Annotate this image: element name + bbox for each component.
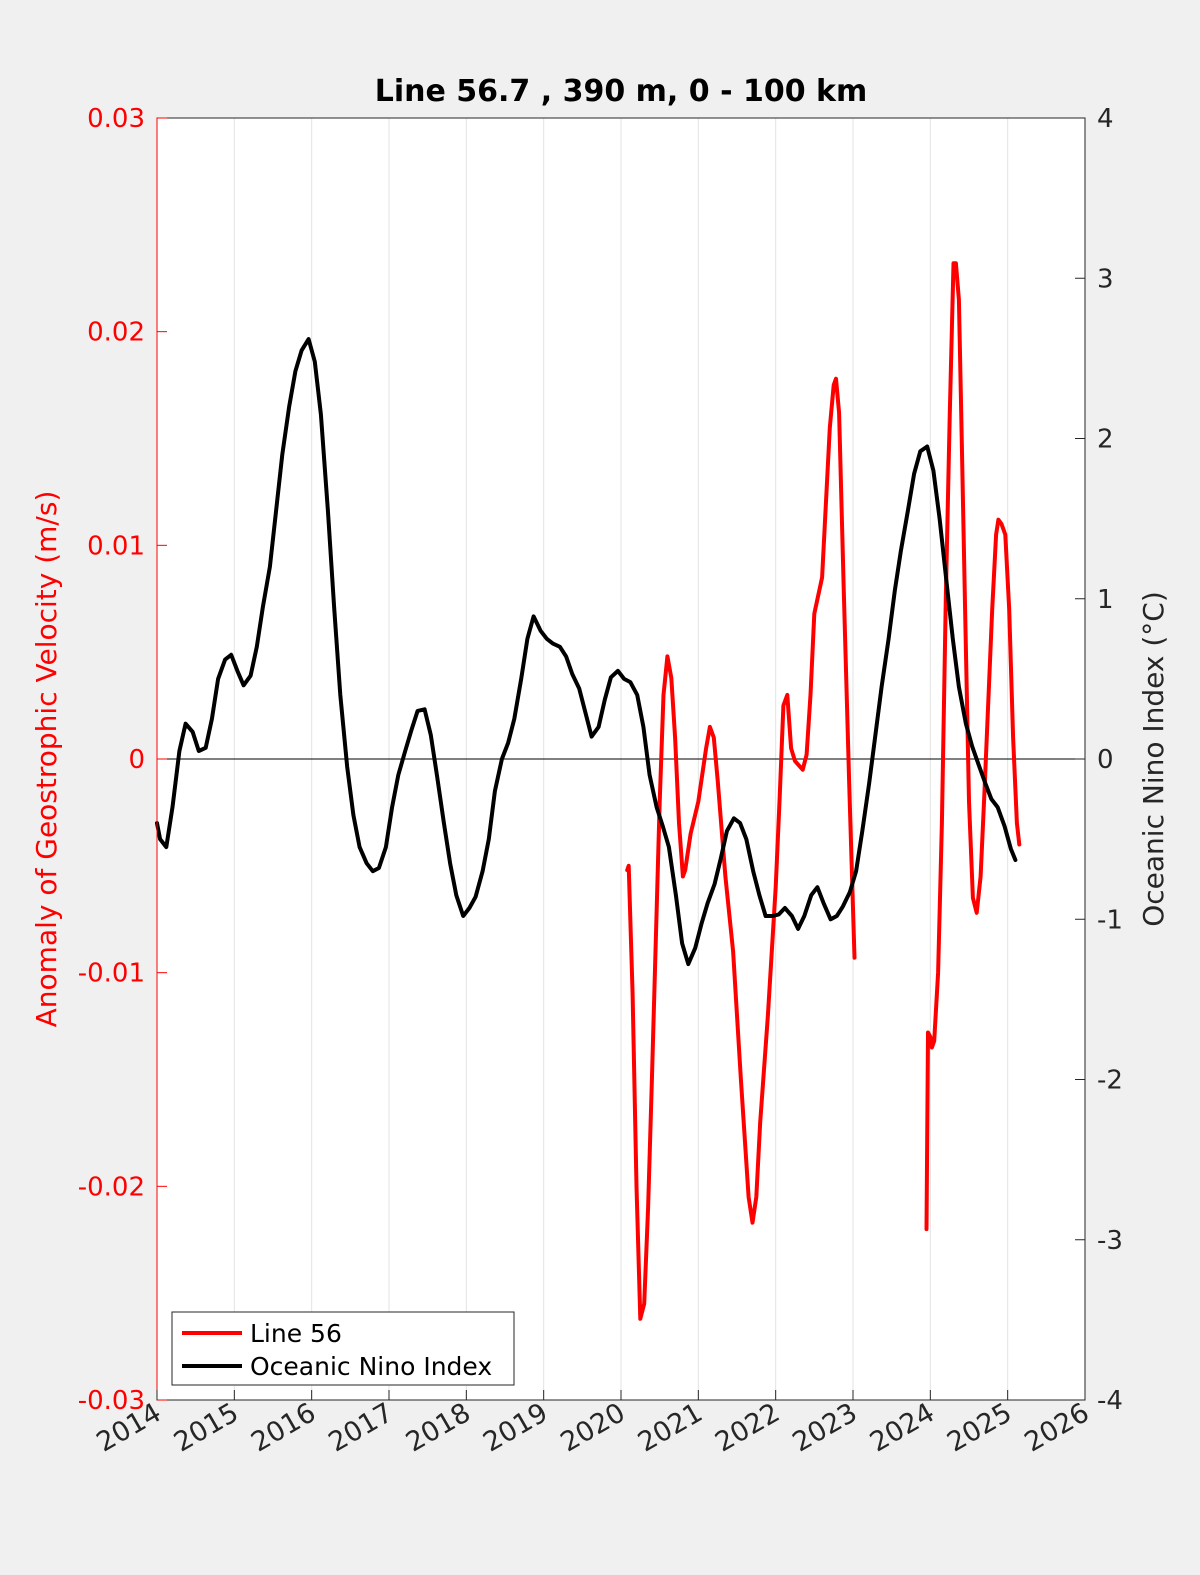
series-lines — [155, 261, 1022, 1321]
right-tick-label: -3 — [1097, 1226, 1123, 1256]
left-tick-label: 0.02 — [87, 318, 145, 348]
left-tick-label: -0.01 — [78, 959, 145, 989]
x-tick-label: 2015 — [169, 1397, 244, 1458]
x-tick-label: 2021 — [633, 1397, 708, 1458]
x-tick-label: 2019 — [478, 1397, 553, 1458]
right-axis-label: Oceanic Nino Index (°C) — [1137, 591, 1170, 927]
x-tick-label: 2022 — [710, 1397, 785, 1458]
x-tick-label: 2024 — [865, 1397, 940, 1458]
x-tick-label: 2023 — [787, 1397, 862, 1458]
right-tick-label: -2 — [1097, 1066, 1123, 1096]
right-axis: -4 -3 -2 -1 0 1 2 3 4 — [1075, 104, 1123, 1416]
x-tick-label: 2020 — [555, 1397, 630, 1458]
left-tick-label: 0 — [128, 745, 145, 775]
left-tick-label: -0.02 — [78, 1172, 145, 1202]
x-tick-label: 2025 — [942, 1397, 1017, 1458]
right-tick-label: -1 — [1097, 905, 1123, 935]
legend: Line 56 Oceanic Nino Index — [171, 1311, 515, 1386]
series-line-56-segment-1 — [924, 261, 1022, 1232]
x-tick-label: 2017 — [323, 1397, 398, 1458]
legend-box — [171, 1311, 515, 1386]
right-tick-label: 3 — [1097, 264, 1114, 294]
left-tick-label: 0.03 — [87, 104, 145, 134]
left-axis-label: Anomaly of Geostrophic Velocity (m/s) — [30, 491, 63, 1028]
legend-label-oceanic-nino-index: Oceanic Nino Index — [250, 1352, 492, 1381]
left-tick-label: 0.01 — [87, 531, 145, 561]
right-tick-label: 4 — [1097, 104, 1114, 134]
legend-label-line-56: Line 56 — [250, 1319, 342, 1348]
right-tick-label: 1 — [1097, 585, 1114, 615]
x-tick-label: 2018 — [401, 1397, 476, 1458]
x-tick-label: 2016 — [246, 1397, 321, 1458]
right-tick-label: -4 — [1097, 1386, 1123, 1416]
x-tick-label: 2026 — [1019, 1397, 1094, 1458]
series-oceanic-nino-index-segment-0 — [155, 337, 1018, 967]
left-axis: -0.03 -0.02 -0.01 0 0.01 0.02 0.03 — [78, 104, 167, 1416]
chart-title: Line 56.7 , 390 m, 0 - 100 km — [375, 74, 868, 109]
left-tick-label: -0.03 — [78, 1386, 145, 1416]
series-line-56-segment-0 — [625, 376, 857, 1321]
right-tick-label: 0 — [1097, 745, 1114, 775]
right-tick-label: 2 — [1097, 425, 1114, 455]
